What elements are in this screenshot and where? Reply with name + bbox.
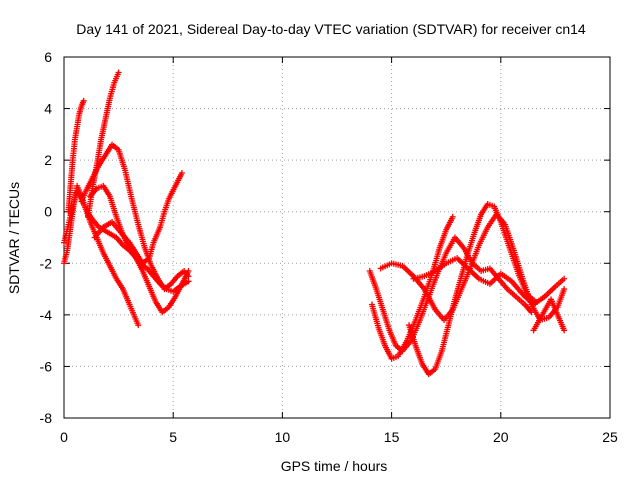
y-axis-label: SDTVAR / TECUs xyxy=(6,182,22,294)
series-track-12 xyxy=(410,255,568,308)
data-points xyxy=(61,69,568,378)
data-point xyxy=(135,322,142,329)
y-tick-label: -6 xyxy=(40,358,53,374)
chart-title: Day 141 of 2021, Sidereal Day-to-day VTE… xyxy=(76,21,586,37)
y-tick-label: -4 xyxy=(40,307,53,323)
y-tick-label: 2 xyxy=(44,152,52,168)
x-tick-label: 20 xyxy=(493,429,509,445)
data-point xyxy=(80,97,87,104)
y-tick-labels: -8 -6 -4 -2 0 2 4 6 xyxy=(40,49,53,426)
series-track-9 xyxy=(368,213,456,362)
data-point xyxy=(561,327,568,334)
series-track-5 xyxy=(78,141,192,293)
series-track-11 xyxy=(406,200,539,378)
data-point xyxy=(185,278,192,285)
x-tick-label: 10 xyxy=(275,429,291,445)
y-tick-label: 0 xyxy=(44,204,52,220)
y-tick-label: 4 xyxy=(44,101,52,117)
data-point xyxy=(185,268,192,275)
data-point xyxy=(178,170,185,177)
axis-ticks xyxy=(63,56,611,419)
x-tick-label: 5 xyxy=(169,429,177,445)
series-track-13 xyxy=(530,296,568,334)
series-track-7 xyxy=(91,170,185,267)
y-tick-label: -2 xyxy=(40,255,53,271)
plot-frame xyxy=(63,56,611,419)
y-tick-label: 6 xyxy=(44,49,52,65)
series-track-10 xyxy=(377,211,568,324)
x-tick-label: 0 xyxy=(60,429,68,445)
x-tick-label: 25 xyxy=(602,429,618,445)
data-point xyxy=(115,69,122,76)
x-tick-label: 15 xyxy=(384,429,400,445)
data-point xyxy=(449,213,456,220)
data-point xyxy=(561,275,568,282)
data-point xyxy=(561,286,568,293)
x-axis-label: GPS time / hours xyxy=(281,458,388,474)
series-track-3 xyxy=(65,97,87,215)
x-tick-labels: 0 5 10 15 20 25 xyxy=(60,429,618,445)
grid xyxy=(64,57,610,418)
y-tick-label: -8 xyxy=(40,410,53,426)
series-track-2 xyxy=(61,182,142,329)
